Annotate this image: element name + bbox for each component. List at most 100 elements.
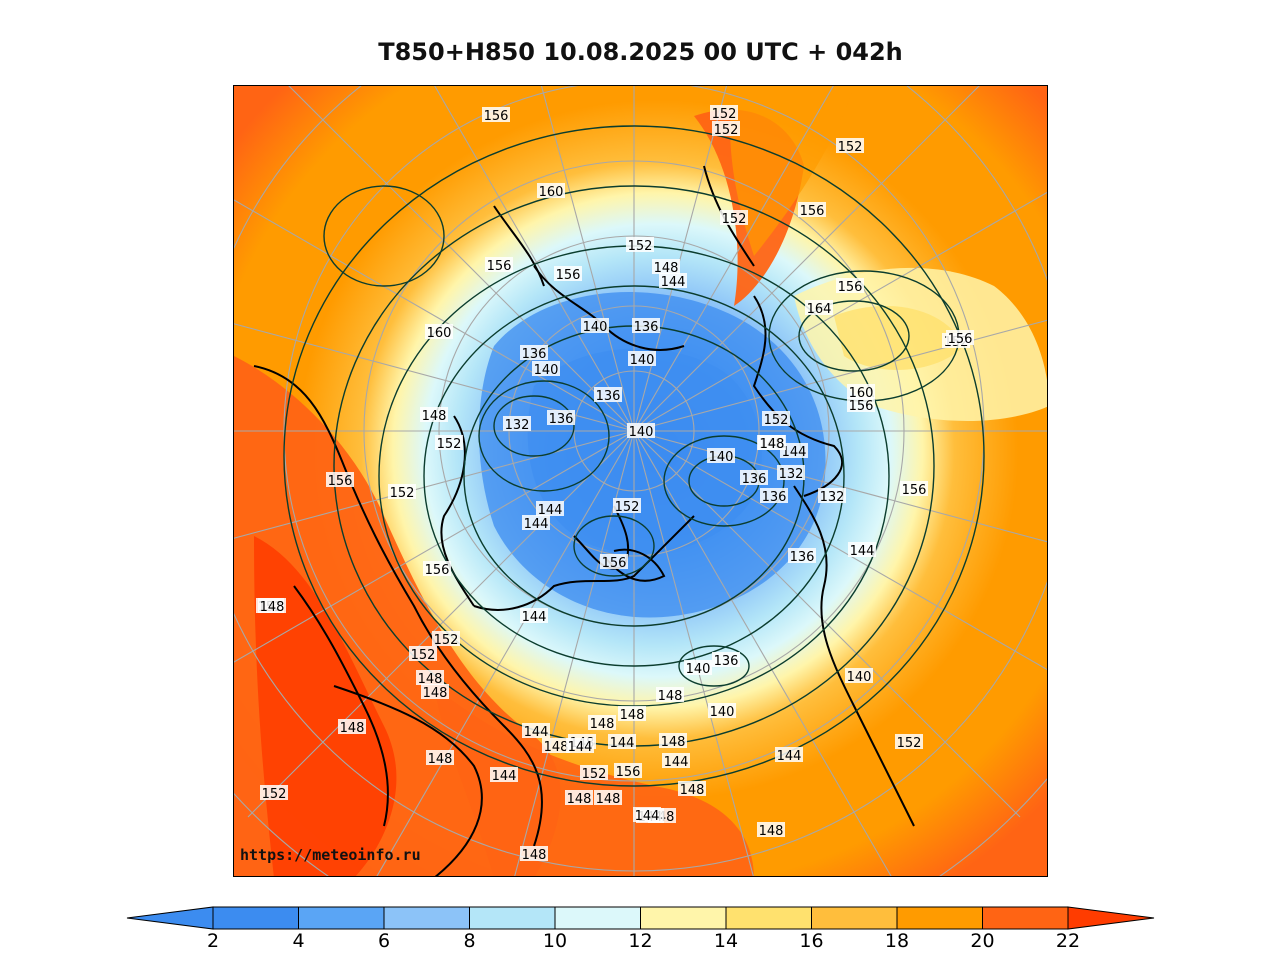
contour-label: 144 [659, 273, 687, 290]
colorbar-high-extension [1067, 906, 1155, 930]
contour-label: 136 [788, 548, 816, 565]
svg-text:144: 144 [635, 809, 660, 824]
contour-label: 152 [432, 631, 460, 648]
contour-label: 144 [522, 723, 550, 740]
contour-label: 148 [416, 670, 444, 687]
contour-label: 160 [537, 183, 565, 200]
contour-label: 140 [845, 668, 873, 685]
contour-label: 156 [946, 330, 974, 347]
contour-label: 152 [710, 105, 738, 122]
contour-label: 140 [581, 318, 609, 335]
contour-label: 144 [520, 608, 548, 625]
svg-text:140: 140 [710, 705, 735, 720]
svg-text:148: 148 [418, 672, 443, 687]
svg-text:144: 144 [610, 736, 635, 751]
svg-text:144: 144 [524, 725, 549, 740]
svg-text:156: 156 [425, 563, 450, 578]
svg-text:156: 156 [556, 268, 581, 283]
svg-text:152: 152 [897, 736, 922, 751]
svg-text:148: 148 [590, 717, 615, 732]
svg-text:148: 148 [759, 824, 784, 839]
svg-text:152: 152 [582, 767, 607, 782]
cold-core-inner [527, 348, 762, 554]
contour-label: 132 [503, 416, 531, 433]
svg-text:160: 160 [539, 185, 564, 200]
contour-label: 140 [627, 423, 655, 440]
contour-label: 136 [740, 470, 768, 487]
svg-text:144: 144 [661, 275, 686, 290]
map-canvas: 156 1521521521601521561561561521481441641… [234, 86, 1047, 876]
svg-text:132: 132 [505, 418, 530, 433]
contour-label: 152 [435, 435, 463, 452]
svg-text:148: 148 [522, 848, 547, 863]
svg-text:152: 152 [262, 787, 287, 802]
svg-text:160: 160 [427, 326, 452, 341]
colorbar-low-extension [126, 906, 214, 930]
contour-label: 140 [532, 361, 560, 378]
contour-label: 148 [678, 781, 706, 798]
svg-text:152: 152 [628, 239, 653, 254]
svg-text:156: 156 [487, 259, 512, 274]
colorbar-boxes [126, 906, 1155, 930]
contour-label: 148 [652, 259, 680, 276]
svg-text:144: 144 [538, 503, 563, 518]
contour-label: 148 [421, 684, 449, 701]
svg-text:164: 164 [807, 302, 832, 317]
map-title: T850+H850 10.08.2025 00 UTC + 042h [378, 38, 903, 66]
svg-text:132: 132 [779, 467, 804, 482]
svg-text:156: 156 [948, 332, 973, 347]
mild-region-east [834, 306, 964, 370]
contour-label: 156 [900, 481, 928, 498]
svg-text:136: 136 [596, 389, 621, 404]
contour-label: 136 [712, 652, 740, 669]
contour-label: 152 [409, 646, 437, 663]
contour-label: 148 [758, 435, 786, 452]
contour-label: 156 [482, 107, 510, 124]
contour-label: 144 [566, 738, 594, 755]
svg-text:144: 144 [522, 610, 547, 625]
svg-text:156: 156 [902, 483, 927, 498]
svg-text:156: 156 [849, 399, 874, 414]
colorbar-box [469, 906, 556, 930]
svg-text:144: 144 [524, 517, 549, 532]
colorbar-box [811, 906, 898, 930]
colorbar-tick-label: 16 [799, 930, 824, 952]
contour-label: 148 [258, 598, 286, 615]
svg-text:156: 156 [602, 556, 627, 571]
contour-labels: 156 1521521521601521561561561521481441641… [256, 105, 974, 863]
svg-text:136: 136 [742, 472, 767, 487]
svg-text:136: 136 [714, 654, 739, 669]
contour-label: 144 [608, 734, 636, 751]
colorbar-tick-label: 2 [206, 930, 220, 952]
contour-label: 148 [420, 407, 448, 424]
orange-region-north [730, 86, 854, 256]
svg-text:136: 136 [522, 347, 547, 362]
contour-label: 160 [425, 324, 453, 341]
svg-text:140: 140 [629, 425, 654, 440]
svg-text:152: 152 [390, 486, 415, 501]
contour-label: 140 [708, 703, 736, 720]
colorbar-tick-label: 22 [1055, 930, 1081, 952]
svg-text:156: 156 [328, 474, 353, 489]
svg-text:132: 132 [820, 490, 845, 505]
contour-label: 136 [520, 345, 548, 362]
svg-text:144: 144 [664, 755, 689, 770]
contour-label: 152 [260, 785, 288, 802]
svg-text:156: 156 [838, 280, 863, 295]
contour-label: 136 [760, 488, 788, 505]
contour-label: 144 [780, 443, 808, 460]
svg-text:152: 152 [411, 648, 436, 663]
svg-text:136: 136 [634, 320, 659, 335]
hot-region-west [254, 536, 397, 876]
contour-label: 144 [775, 747, 803, 764]
colorbar-tick-label: 20 [970, 930, 995, 952]
meridians [234, 86, 1047, 876]
contour-label: 156 [847, 397, 875, 414]
svg-text:148: 148 [654, 261, 679, 276]
svg-text:140: 140 [583, 320, 608, 335]
contour-label: 164 [805, 300, 833, 317]
contour-label: 136 [632, 318, 660, 335]
contour-label: 156 [423, 561, 451, 578]
contour-label: 148 [542, 738, 570, 755]
contour-label: 152 [762, 411, 790, 428]
